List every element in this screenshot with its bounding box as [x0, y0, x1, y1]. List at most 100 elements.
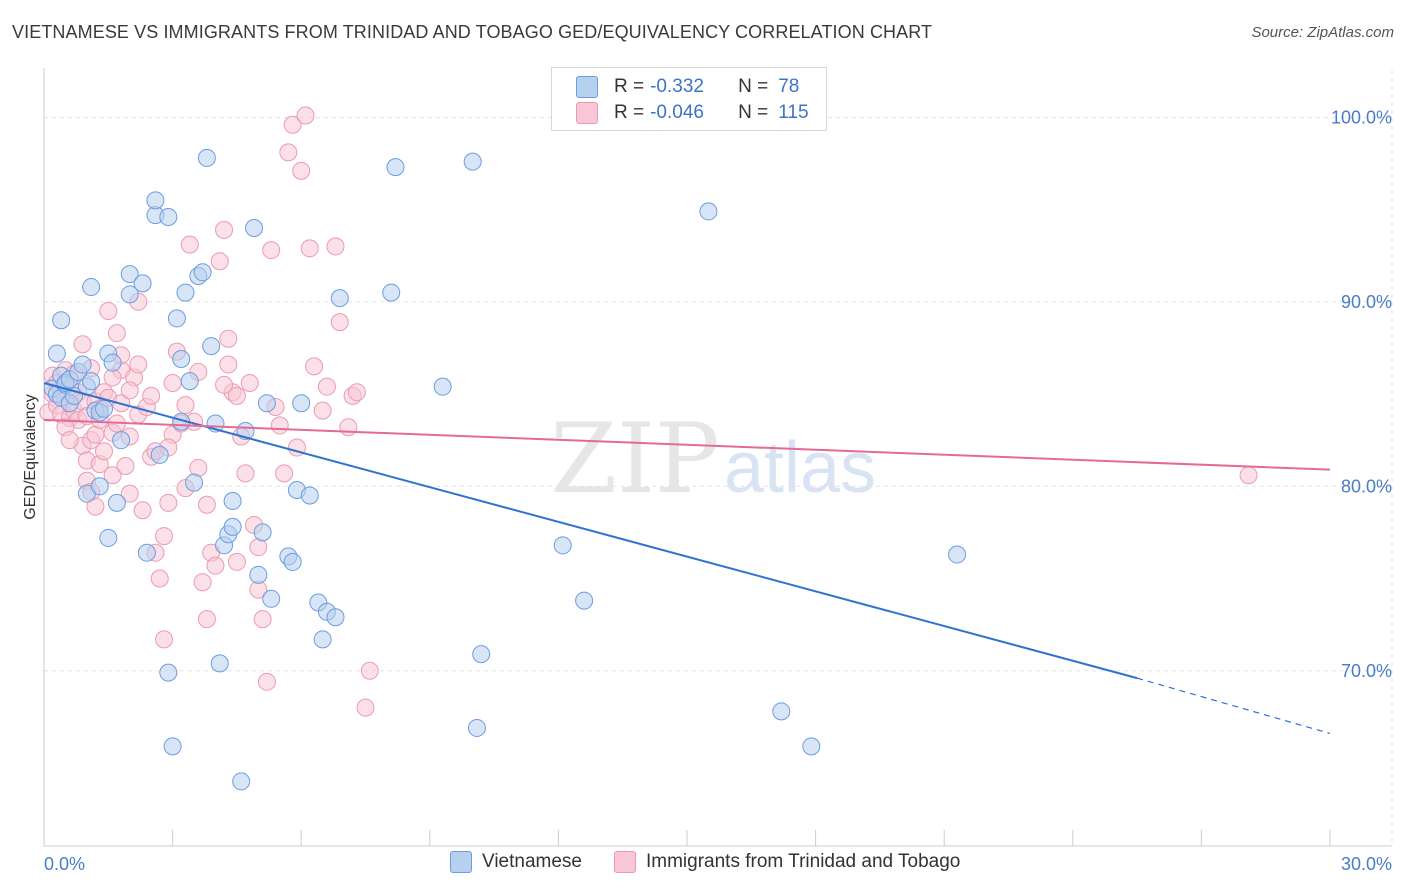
- data-point-trinidad: [356, 698, 375, 717]
- data-point-vietnamese: [433, 377, 452, 396]
- data-point-trinidad: [330, 313, 349, 332]
- data-point-trinidad: [279, 143, 298, 162]
- data-point-trinidad: [95, 442, 114, 461]
- data-point-vietnamese: [467, 718, 486, 737]
- data-point-trinidad: [210, 252, 229, 271]
- legend-item-trinidad: Immigrants from Trinidad and Tobago: [614, 851, 960, 873]
- gridlines: [44, 70, 1393, 846]
- series-legend: Vietnamese Immigrants from Trinidad and …: [450, 851, 992, 873]
- data-point-vietnamese: [146, 191, 165, 210]
- legend-label-trinidad: Immigrants from Trinidad and Tobago: [646, 851, 961, 872]
- n-label: N =: [738, 102, 769, 123]
- data-point-vietnamese: [223, 517, 242, 536]
- data-point-vietnamese: [232, 772, 251, 791]
- data-point-trinidad: [103, 466, 122, 485]
- data-point-vietnamese: [210, 654, 229, 673]
- data-point-vietnamese: [159, 663, 178, 682]
- data-point-trinidad: [176, 396, 195, 415]
- series-vietnamese-points: [43, 148, 967, 791]
- data-point-vietnamese: [245, 219, 264, 238]
- data-point-vietnamese: [150, 445, 169, 464]
- data-point-vietnamese: [82, 278, 101, 297]
- data-point-trinidad: [155, 527, 174, 546]
- data-point-trinidad: [1239, 466, 1258, 485]
- stats-row-trinidad: R = -0.046 N = 115: [576, 102, 809, 124]
- data-point-trinidad: [317, 377, 336, 396]
- data-point-trinidad: [262, 241, 281, 260]
- data-point-trinidad: [180, 235, 199, 254]
- data-point-trinidad: [159, 493, 178, 512]
- data-point-vietnamese: [202, 337, 221, 356]
- axes: [43, 68, 1392, 847]
- chart-title: VIETNAMESE VS IMMIGRANTS FROM TRINIDAD A…: [12, 22, 933, 42]
- data-point-vietnamese: [699, 202, 718, 221]
- data-point-vietnamese: [553, 536, 572, 555]
- data-point-trinidad: [163, 373, 182, 392]
- data-point-vietnamese: [163, 737, 182, 756]
- data-point-vietnamese: [249, 565, 268, 584]
- y-tick-label: 70.0%: [1341, 661, 1392, 681]
- data-point-trinidad: [120, 381, 139, 400]
- n-value: 115: [778, 102, 809, 123]
- data-point-trinidad: [347, 383, 366, 402]
- data-point-trinidad: [197, 610, 216, 629]
- data-point-vietnamese: [120, 265, 139, 284]
- data-point-trinidad: [219, 355, 238, 374]
- data-point-trinidad: [283, 115, 302, 134]
- data-point-vietnamese: [112, 431, 131, 450]
- r-value: -0.046: [650, 102, 704, 123]
- data-point-trinidad: [326, 237, 345, 256]
- data-point-vietnamese: [382, 283, 401, 302]
- data-point-trinidad: [116, 456, 135, 475]
- data-point-vietnamese: [167, 309, 186, 328]
- data-point-vietnamese: [262, 589, 281, 608]
- r-label: R =: [614, 76, 645, 97]
- data-point-vietnamese: [47, 344, 66, 363]
- trend-line-vietnamese: [43, 382, 1138, 680]
- data-point-trinidad: [73, 335, 92, 354]
- data-point-vietnamese: [52, 311, 71, 330]
- data-point-trinidad: [253, 610, 272, 629]
- data-point-vietnamese: [326, 608, 345, 627]
- data-point-vietnamese: [197, 148, 216, 167]
- data-point-trinidad: [360, 661, 379, 680]
- legend-item-vietnamese: Vietnamese: [450, 851, 582, 873]
- data-point-vietnamese: [253, 523, 272, 542]
- legend-label-vietnamese: Vietnamese: [482, 851, 582, 872]
- y-tick-labels: 70.0% 80.0% 90.0% 100.0%: [1331, 107, 1392, 680]
- data-point-trinidad: [150, 569, 169, 588]
- data-point-vietnamese: [948, 545, 967, 564]
- data-point-vietnamese: [159, 207, 178, 226]
- data-point-trinidad: [240, 373, 259, 392]
- trinidad-swatch: [576, 102, 598, 124]
- data-point-vietnamese: [772, 702, 791, 721]
- r-label: R =: [614, 102, 645, 123]
- data-point-vietnamese: [257, 394, 276, 413]
- x-ticks: [43, 830, 1331, 846]
- r-value: -0.332: [650, 76, 704, 97]
- y-axis-label: GED/Equivalency: [22, 394, 39, 519]
- data-point-trinidad: [197, 495, 216, 514]
- data-point-vietnamese: [472, 645, 491, 664]
- data-point-trinidad: [107, 324, 126, 343]
- stats-legend: R = -0.332 N = 78 R = -0.046 N = 115: [551, 67, 827, 131]
- data-point-trinidad: [257, 672, 276, 691]
- data-point-trinidad: [215, 375, 234, 394]
- trend-line-vietnamese-extension: [1136, 677, 1331, 735]
- data-point-trinidad: [155, 630, 174, 649]
- data-point-vietnamese: [330, 289, 349, 308]
- vietnamese-legend-swatch: [450, 851, 472, 873]
- y-tick-label: 80.0%: [1341, 476, 1392, 496]
- data-point-vietnamese: [133, 274, 152, 293]
- data-point-trinidad: [236, 464, 255, 483]
- data-point-vietnamese: [283, 552, 302, 571]
- data-point-vietnamese: [193, 263, 212, 282]
- y-tick-label: 90.0%: [1341, 292, 1392, 312]
- data-point-trinidad: [60, 431, 79, 450]
- data-point-vietnamese: [802, 737, 821, 756]
- vietnamese-swatch: [576, 76, 598, 98]
- data-point-trinidad: [305, 357, 324, 376]
- data-point-trinidad: [129, 355, 148, 374]
- data-point-vietnamese: [575, 591, 594, 610]
